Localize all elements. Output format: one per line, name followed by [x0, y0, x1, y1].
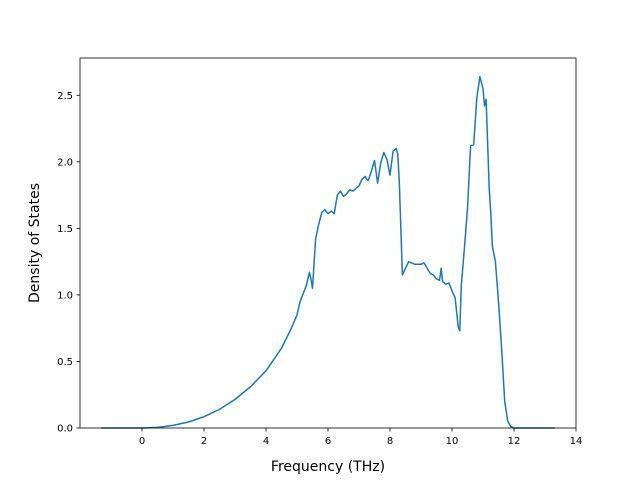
series-line-0 — [100, 75, 556, 429]
y-tick-label: 1.0 — [57, 291, 73, 302]
x-tick-label: 4 — [263, 436, 269, 447]
x-axis: 0 2 4 6 8 10 12 14 — [139, 428, 583, 447]
x-tick-label: 12 — [508, 436, 521, 447]
y-tick-label: 2.5 — [57, 91, 73, 102]
y-tick-label: 0.5 — [57, 357, 73, 368]
x-tick-label: 14 — [570, 436, 583, 447]
x-tick-label: 2 — [201, 436, 207, 447]
x-tick-label: 10 — [446, 436, 459, 447]
x-tick-label: 8 — [387, 436, 393, 447]
y-axis: 0.0 0.5 1.0 1.5 2.0 2.5 — [57, 91, 80, 435]
y-tick-label: 2.0 — [57, 157, 73, 168]
x-tick-label: 6 — [325, 436, 331, 447]
x-tick-label: 0 — [139, 436, 145, 447]
x-axis-title: Frequency (THz) — [271, 459, 385, 475]
y-axis-title: Density of States — [27, 183, 43, 303]
plot-area — [100, 75, 556, 429]
y-tick-label: 0.0 — [57, 424, 73, 435]
y-tick-label: 1.5 — [57, 224, 73, 235]
